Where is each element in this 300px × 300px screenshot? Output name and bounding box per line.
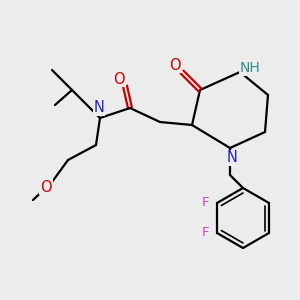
Text: N: N [94, 100, 104, 116]
Text: NH: NH [240, 61, 260, 75]
Text: O: O [113, 71, 125, 86]
Text: F: F [201, 226, 209, 239]
Text: O: O [169, 58, 181, 73]
Text: N: N [226, 151, 237, 166]
Text: F: F [201, 196, 209, 209]
Text: O: O [40, 179, 52, 194]
